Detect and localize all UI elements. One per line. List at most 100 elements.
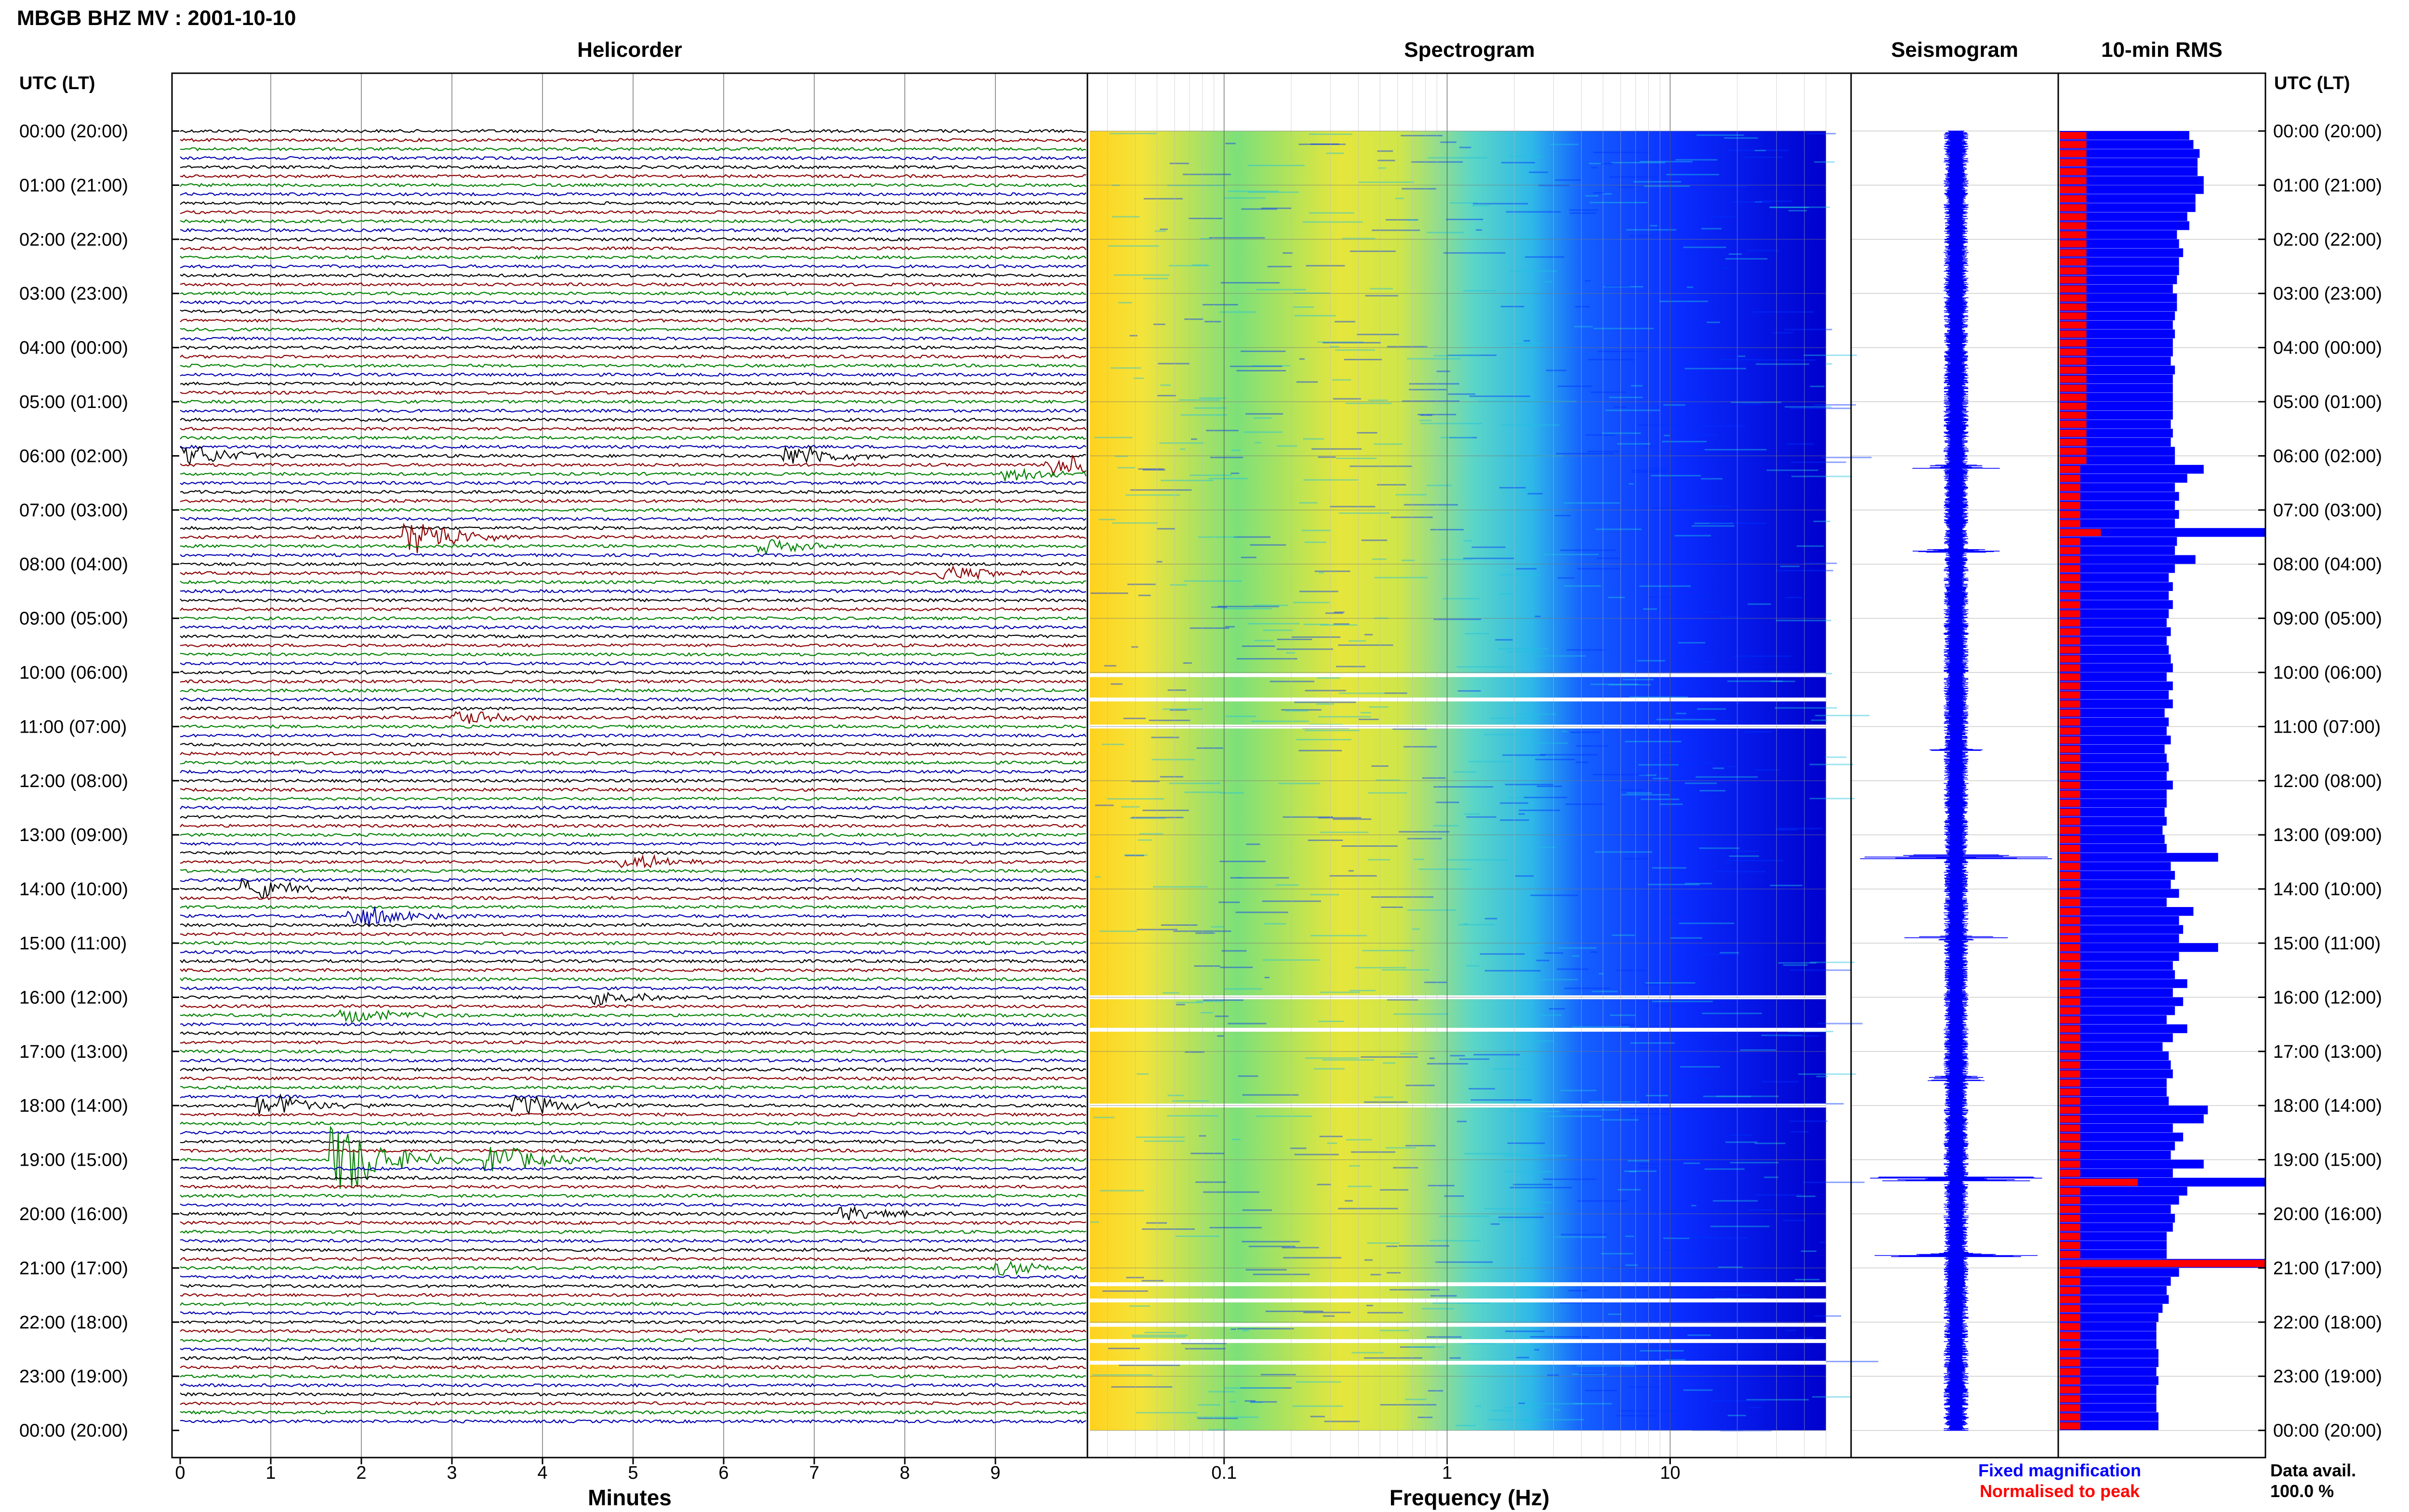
- spectrogram-speckle: [1609, 176, 1657, 178]
- spectrogram-speckle: [1131, 816, 1184, 818]
- rms-bar-normalised: [2060, 195, 2087, 202]
- spectrogram-speckle: [1668, 762, 1712, 764]
- spectrogram-speckle: [1433, 355, 1481, 356]
- spectrogram-speckle: [1182, 173, 1231, 175]
- spectrogram-speckle: [1624, 1170, 1656, 1172]
- rms-bar-normalised: [2060, 664, 2080, 671]
- spectrogram-speckle: [1602, 193, 1612, 195]
- spectrogram-speckle: [1387, 1272, 1401, 1274]
- spectrogram-speckle: [1310, 934, 1367, 936]
- helicorder-trace: [180, 137, 1086, 143]
- spectrogram-speckle: [1299, 502, 1318, 504]
- helicorder-trace: [180, 539, 1086, 556]
- spectrogram-speckle: [1256, 1115, 1312, 1117]
- spectrogram-speckle: [1502, 754, 1546, 756]
- rms-bar-normalised: [2060, 384, 2087, 392]
- spectrogram-speckle: [1483, 1208, 1546, 1210]
- spectrogram-speckle: [1158, 363, 1190, 365]
- rms-bar-normalised: [2060, 1377, 2080, 1384]
- spectrogram-speckle: [1142, 1228, 1195, 1230]
- helicorder-trace: [180, 1076, 1086, 1081]
- spectrogram-speckle: [1601, 1119, 1639, 1121]
- spectrogram-speckle: [1821, 457, 1872, 459]
- spectrogram-speckle: [1617, 1189, 1641, 1191]
- spectrogram-speckle: [1754, 769, 1780, 771]
- time-label-left: 13:00 (09:00): [19, 825, 128, 845]
- spectrogram-speckle: [1181, 1342, 1227, 1344]
- spectrogram-xlabel: Frequency (Hz): [1390, 1485, 1549, 1510]
- spectrogram-speckle: [1361, 1056, 1418, 1058]
- rms-bar-fixed: [2060, 1078, 2167, 1088]
- spectrogram-speckle: [1447, 859, 1509, 861]
- spectrogram-speckle: [1684, 1033, 1722, 1035]
- spectrogram-speckle: [1696, 953, 1740, 955]
- spectrogram-speckle: [1138, 468, 1164, 470]
- spectrogram-speckle: [1548, 1115, 1602, 1117]
- rms-bar-normalised: [2060, 348, 2087, 356]
- spectrogram-speckle: [1653, 777, 1669, 779]
- rms-bar-fixed: [2060, 194, 2196, 203]
- x-tick-label: 7: [809, 1463, 819, 1483]
- time-label-right: 23:00 (19:00): [2273, 1367, 2382, 1387]
- rms-bar-fixed: [2060, 1412, 2158, 1421]
- rms-bar-normalised: [2060, 502, 2080, 509]
- spectrogram-speckle: [1099, 519, 1115, 521]
- spectrogram-speckle: [1572, 1026, 1629, 1028]
- spectrogram-speckle: [1724, 137, 1758, 139]
- rms-bar-normalised: [2060, 1187, 2080, 1195]
- spectrogram-speckle: [1665, 1359, 1686, 1361]
- rms-bar-normalised: [2060, 1242, 2080, 1249]
- spectrogram-speckle: [1413, 858, 1424, 860]
- spectrogram-speckle: [1660, 1210, 1684, 1211]
- spectrogram-speckle: [1349, 870, 1354, 872]
- spectrogram-speckle: [1247, 191, 1299, 193]
- rms-bar-normalised: [2060, 1341, 2080, 1348]
- rms-bar-fixed: [2060, 338, 2173, 348]
- x-tick-label: 3: [447, 1463, 457, 1483]
- rms-bar-fixed: [2060, 717, 2169, 726]
- spectrogram-speckle: [1428, 1184, 1455, 1186]
- spectrogram-speckle: [1683, 1162, 1700, 1164]
- time-label-left: 09:00 (05:00): [19, 609, 128, 629]
- helicorder-trace: [180, 905, 1086, 909]
- rms-bar-fixed: [2060, 203, 2196, 212]
- spectrogram-speckle: [1219, 860, 1266, 862]
- seismogram-trace: [1860, 131, 2052, 1431]
- helicorder-trace: [180, 300, 1086, 305]
- spectrogram-speckle: [1504, 1155, 1567, 1157]
- rms-bar-fixed: [2060, 1268, 2179, 1277]
- rms-bar-normalised: [2060, 700, 2080, 708]
- spectrogram-speckle: [1283, 816, 1333, 818]
- helicorder-trace: [180, 706, 1086, 711]
- spectrogram-speckle: [1200, 237, 1212, 239]
- spectrogram-speckle: [1418, 868, 1471, 870]
- spectrogram-speckle: [1141, 1280, 1164, 1282]
- spectrogram-speckle: [1483, 734, 1534, 736]
- spectrogram-speckle: [1310, 1416, 1325, 1418]
- spectrogram-speckle: [1637, 660, 1665, 662]
- spectrogram-speckle: [1560, 1302, 1603, 1303]
- rms-bar-fixed: [2060, 1249, 2167, 1259]
- spectrogram-speckle: [1675, 712, 1687, 714]
- spectrogram-speckle: [1505, 784, 1554, 786]
- x-tick-label: 0: [175, 1463, 185, 1483]
- rms-bar-fixed: [2060, 1385, 2157, 1394]
- spectrogram-speckle: [1427, 1336, 1462, 1338]
- spectrogram-speckle: [1662, 441, 1707, 443]
- spectrogram-speckle: [1240, 350, 1286, 352]
- spectrogram-speckle: [1198, 536, 1238, 538]
- spectrogram-speckle: [1599, 973, 1604, 975]
- spectrogram-speckle: [1322, 1059, 1375, 1061]
- spectrogram-speckle: [1531, 1040, 1553, 1042]
- helicorder-trace: [180, 246, 1086, 251]
- spectrogram-speckle: [1225, 143, 1236, 145]
- spectrogram-speckle: [1674, 1236, 1719, 1238]
- spectrogram-speckle: [1631, 470, 1669, 472]
- rms-bar-normalised: [2060, 411, 2087, 419]
- rms-bar-fixed: [2060, 293, 2177, 302]
- spectrogram-speckle: [1244, 431, 1283, 433]
- rms-bar-normalised: [2060, 1250, 2080, 1258]
- helicorder-trace: [180, 354, 1086, 359]
- spectrogram-speckle: [1428, 157, 1487, 159]
- helicorder-trace: [180, 625, 1086, 630]
